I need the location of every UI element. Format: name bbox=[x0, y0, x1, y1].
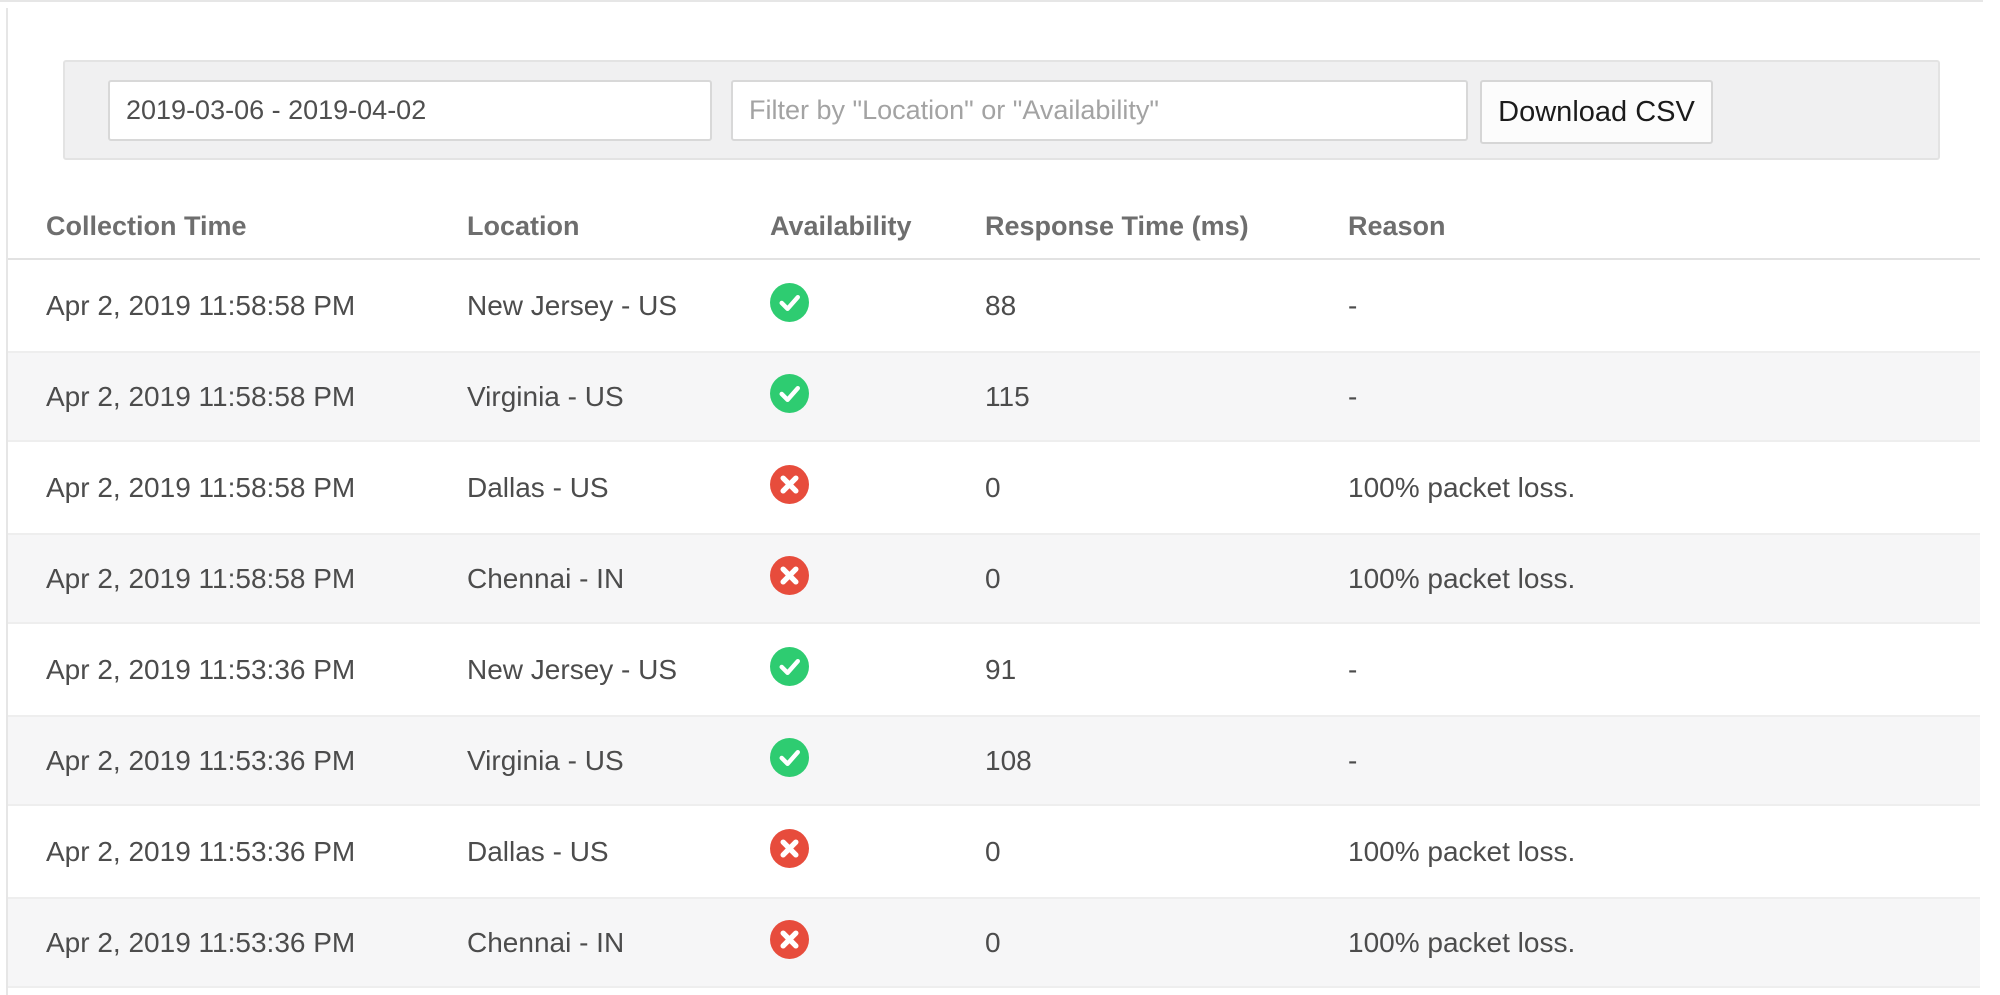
table-row: Apr 2, 2019 11:53:36 PM Dallas - US 0 10… bbox=[8, 806, 1980, 897]
cell-collection-time: Apr 2, 2019 11:58:58 PM bbox=[46, 562, 356, 594]
cell-collection-time: Apr 2, 2019 11:58:58 PM bbox=[46, 289, 356, 321]
cell-availability bbox=[770, 828, 985, 875]
check-circle-icon bbox=[770, 373, 809, 413]
cell-reason: 100% packet loss. bbox=[1348, 926, 1576, 958]
column-header-response-time: Response Time (ms) bbox=[985, 211, 1249, 241]
column-header-reason: Reason bbox=[1348, 211, 1446, 241]
table-row: Apr 2, 2019 11:58:58 PM Dallas - US 0 10… bbox=[8, 442, 1980, 533]
table-row: Apr 2, 2019 11:53:36 PM New Jersey - US … bbox=[8, 624, 1980, 715]
date-range-input[interactable] bbox=[108, 80, 712, 141]
check-circle-icon bbox=[770, 646, 809, 686]
cell-collection-time: Apr 2, 2019 11:53:36 PM bbox=[46, 835, 356, 867]
x-circle-icon bbox=[770, 919, 809, 959]
availability-log-table: Collection Time Location Availability Re… bbox=[8, 160, 1980, 988]
cell-response-time: 0 bbox=[985, 835, 1001, 867]
cell-availability bbox=[770, 737, 985, 784]
filter-input[interactable] bbox=[731, 80, 1468, 141]
cell-collection-time: Apr 2, 2019 11:58:58 PM bbox=[46, 380, 356, 412]
column-header-availability: Availability bbox=[770, 211, 912, 241]
cell-reason: 100% packet loss. bbox=[1348, 835, 1576, 867]
column-header-collection-time: Collection Time bbox=[46, 211, 247, 241]
cell-reason: - bbox=[1348, 653, 1358, 685]
table-header-row: Collection Time Location Availability Re… bbox=[8, 160, 1980, 260]
cell-collection-time: Apr 2, 2019 11:53:36 PM bbox=[46, 744, 356, 776]
cell-location: Chennai - IN bbox=[467, 926, 625, 958]
cell-collection-time: Apr 2, 2019 11:58:58 PM bbox=[46, 471, 356, 503]
cell-location: New Jersey - US bbox=[467, 289, 678, 321]
cell-availability bbox=[770, 555, 985, 602]
cell-reason: - bbox=[1348, 744, 1358, 776]
cell-response-time: 115 bbox=[985, 380, 1030, 412]
cell-location: Dallas - US bbox=[467, 471, 609, 503]
card-left-border bbox=[6, 8, 8, 995]
cell-response-time: 0 bbox=[985, 562, 1001, 594]
download-csv-button[interactable]: Download CSV bbox=[1480, 80, 1713, 144]
table-body: Apr 2, 2019 11:58:58 PM New Jersey - US … bbox=[8, 260, 1980, 988]
table-row: Apr 2, 2019 11:53:36 PM Chennai - IN 0 1… bbox=[8, 897, 1980, 988]
cell-response-time: 108 bbox=[985, 744, 1032, 776]
cell-response-time: 0 bbox=[985, 471, 1001, 503]
table-row: Apr 2, 2019 11:58:58 PM New Jersey - US … bbox=[8, 260, 1980, 351]
cell-location: New Jersey - US bbox=[467, 653, 678, 685]
table-row: Apr 2, 2019 11:58:58 PM Chennai - IN 0 1… bbox=[8, 533, 1980, 624]
table-row: Apr 2, 2019 11:53:36 PM Virginia - US 10… bbox=[8, 715, 1980, 806]
cell-location: Virginia - US bbox=[467, 744, 624, 776]
cell-reason: - bbox=[1348, 289, 1358, 321]
table-row: Apr 2, 2019 11:58:58 PM Virginia - US 11… bbox=[8, 351, 1980, 442]
x-circle-icon bbox=[770, 555, 809, 595]
card-top-border bbox=[0, 0, 1983, 2]
cell-collection-time: Apr 2, 2019 11:53:36 PM bbox=[46, 653, 356, 685]
cell-reason: 100% packet loss. bbox=[1348, 562, 1576, 594]
cell-location: Dallas - US bbox=[467, 835, 609, 867]
cell-availability bbox=[770, 646, 985, 693]
column-header-location: Location bbox=[467, 211, 580, 241]
cell-reason: - bbox=[1348, 380, 1358, 412]
x-circle-icon bbox=[770, 828, 809, 868]
x-circle-icon bbox=[770, 464, 809, 504]
cell-availability bbox=[770, 373, 985, 420]
cell-collection-time: Apr 2, 2019 11:53:36 PM bbox=[46, 926, 356, 958]
check-circle-icon bbox=[770, 282, 809, 322]
cell-response-time: 88 bbox=[985, 289, 1017, 321]
cell-availability bbox=[770, 919, 985, 966]
cell-reason: 100% packet loss. bbox=[1348, 471, 1576, 503]
cell-location: Virginia - US bbox=[467, 380, 624, 412]
cell-response-time: 0 bbox=[985, 926, 1001, 958]
check-circle-icon bbox=[770, 737, 809, 777]
cell-location: Chennai - IN bbox=[467, 562, 625, 594]
cell-response-time: 91 bbox=[985, 653, 1017, 685]
report-toolbar: Download CSV bbox=[63, 60, 1940, 160]
cell-availability bbox=[770, 282, 985, 329]
cell-availability bbox=[770, 464, 985, 511]
